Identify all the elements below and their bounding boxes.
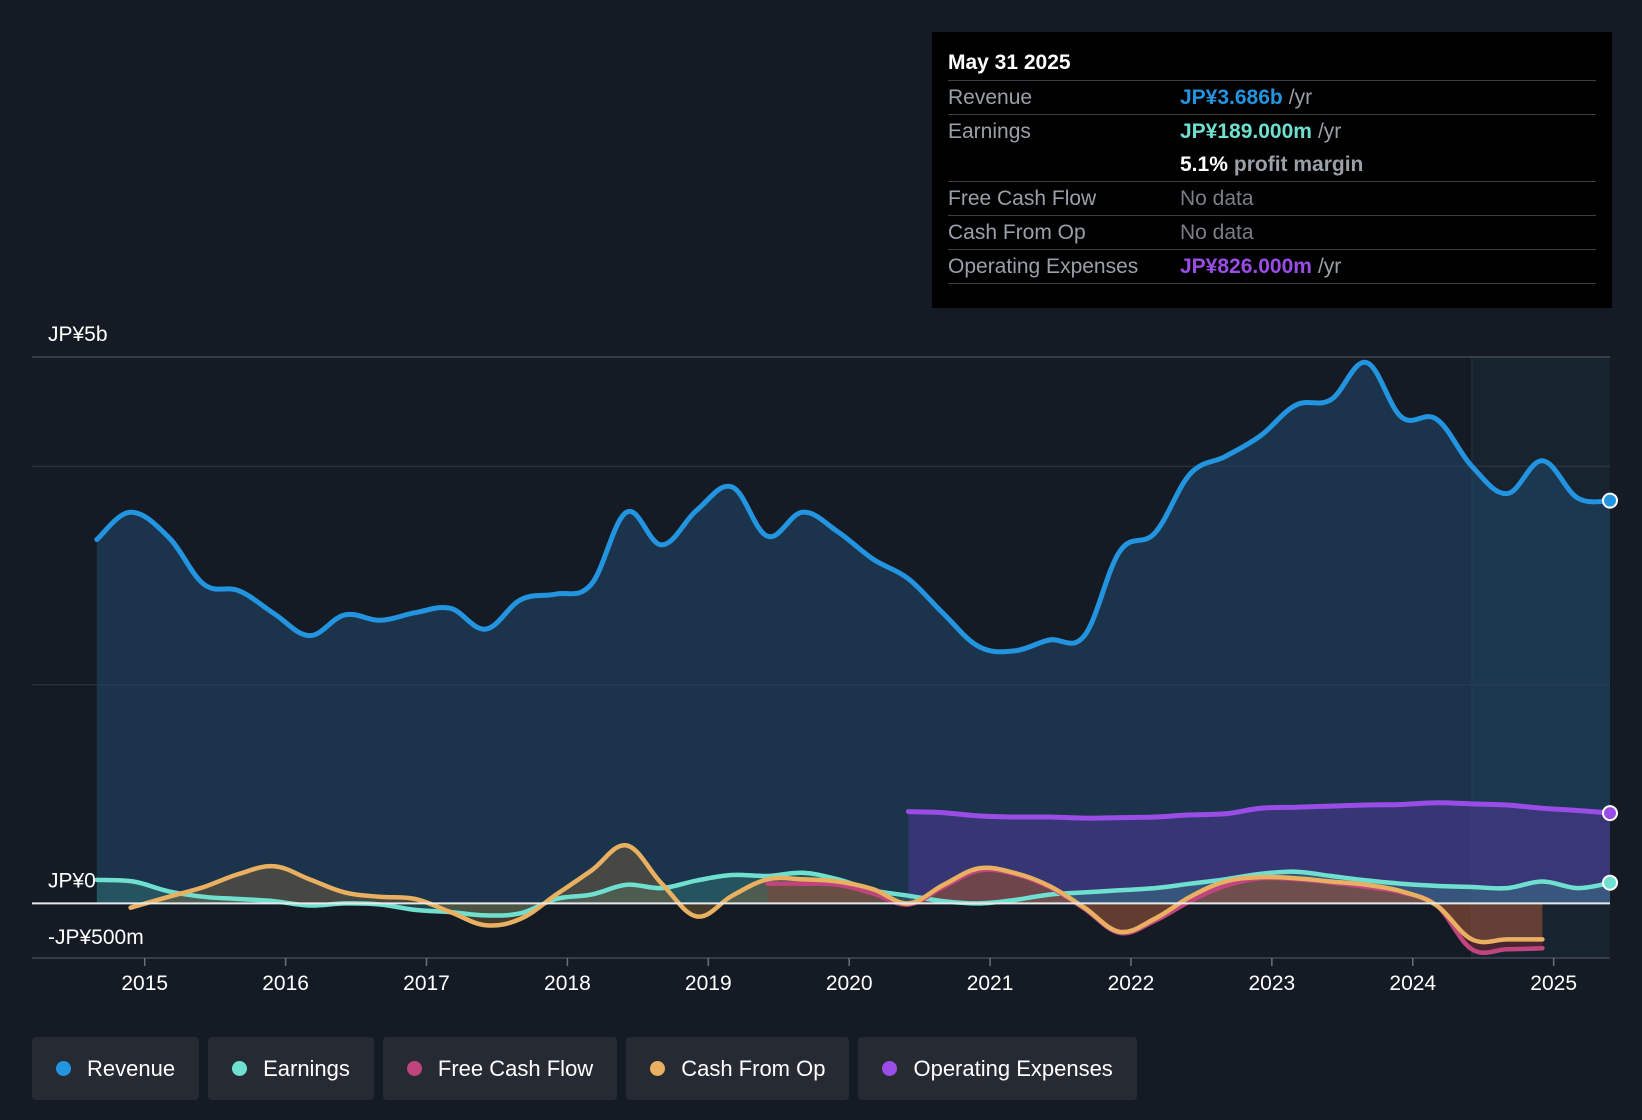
legend-item-opex[interactable]: Operating Expenses — [858, 1037, 1137, 1100]
legend-label: Earnings — [263, 1055, 350, 1081]
legend-item-cfo[interactable]: Cash From Op — [626, 1037, 850, 1100]
revenue-endpoint — [1602, 492, 1618, 509]
x-tick-label: 2023 — [1248, 972, 1295, 995]
y-tick-label: -JP¥500m — [48, 926, 144, 949]
earnings-endpoint — [1602, 874, 1618, 891]
x-axis-labels: 2015 2016 2017 2018 2019 2020 2021 2022 2023 2024… — [121, 972, 1577, 995]
axes — [32, 902, 1610, 966]
opex-endpoint — [1602, 805, 1618, 822]
tooltip-value: No data — [1180, 221, 1254, 244]
series-lines — [94, 359, 1610, 956]
tooltip-value-wrap: JP¥826.000m/yr — [1180, 250, 1341, 283]
tooltip-unit: /yr — [1317, 120, 1342, 143]
x-tick-label: 2016 — [262, 972, 309, 995]
x-tick-label: 2018 — [544, 972, 591, 995]
tooltip-row-opex: Operating Expenses JP¥826.000m/yr — [948, 250, 1596, 284]
legend-label: Revenue — [87, 1055, 176, 1081]
tooltip-row-margin: 5.1% profit margin — [948, 148, 1596, 182]
earnings-dot-icon — [232, 1061, 248, 1076]
y-axis-labels: JP¥5b JP¥0 -JP¥500m — [48, 323, 144, 949]
tooltip-value: JP¥189.000m — [1180, 120, 1312, 143]
series-endpoints — [1602, 492, 1618, 891]
tooltip-label-empty — [948, 148, 1180, 181]
tooltip-label: Revenue — [948, 86, 1033, 109]
legend-label: Cash From Op — [681, 1055, 826, 1081]
opex-line — [905, 800, 1610, 821]
tooltip-panel: May 31 2025 Revenue JP¥3.686b/yr Earning… — [932, 32, 1612, 308]
cfo-area — [130, 845, 1543, 943]
x-tick-label: 2024 — [1389, 972, 1436, 995]
x-tick-label: 2025 — [1530, 972, 1577, 995]
x-tick-label: 2017 — [403, 972, 450, 995]
cfo-dot-icon — [650, 1061, 666, 1076]
revenue-line — [94, 359, 1610, 655]
tooltip-unit: /yr — [1317, 255, 1342, 278]
cfo-line — [128, 843, 1545, 945]
legend-item-revenue[interactable]: Revenue — [32, 1037, 200, 1100]
x-tick-label: 2021 — [967, 972, 1014, 995]
tooltip-row-revenue: Revenue JP¥3.686b/yr — [948, 81, 1596, 115]
tooltip-label: Cash From Op — [948, 221, 1086, 244]
fcf-dot-icon — [406, 1061, 422, 1076]
tooltip-row-fcf: Free Cash Flow No data — [948, 182, 1596, 216]
tooltip-date: May 31 2025 — [948, 46, 1596, 81]
tooltip-value: No data — [1180, 187, 1254, 210]
tooltip-row-earnings: Earnings JP¥189.000m/yr — [948, 115, 1596, 148]
tooltip-unit: /yr — [1288, 86, 1313, 109]
legend-item-fcf[interactable]: Free Cash Flow — [382, 1037, 618, 1100]
tooltip-value-wrap: 5.1% profit margin — [1180, 148, 1363, 181]
legend-label: Operating Expenses — [913, 1055, 1113, 1081]
tooltip-value: JP¥3.686b — [1180, 86, 1283, 109]
opex-dot-icon — [882, 1061, 898, 1076]
tooltip-value: JP¥826.000m — [1180, 255, 1312, 278]
tooltip-label: Free Cash Flow — [948, 187, 1097, 210]
x-tick-label: 2020 — [826, 972, 873, 995]
legend-label: Free Cash Flow — [437, 1055, 594, 1081]
opex-area — [908, 802, 1610, 904]
tooltip-label: Operating Expenses — [948, 255, 1139, 278]
series-fills — [96, 362, 1610, 953]
x-tick-label: 2019 — [685, 972, 732, 995]
tooltip-row-cfo: Cash From Op No data — [948, 216, 1596, 250]
tooltip-label: Earnings — [948, 120, 1031, 143]
x-tick-label: 2015 — [121, 972, 168, 995]
revenue-area — [96, 362, 1610, 904]
legend: Revenue Earnings Free Cash Flow Cash Fro… — [32, 1037, 1137, 1100]
revenue-dot-icon — [56, 1061, 71, 1076]
fcf-area — [767, 869, 1543, 953]
tooltip-unit: profit margin — [1233, 153, 1364, 176]
y-tick-label: JP¥5b — [48, 323, 108, 346]
tooltip-value: 5.1% — [1180, 153, 1228, 176]
x-tick-label: 2022 — [1108, 972, 1155, 995]
tooltip-value-wrap: JP¥189.000m/yr — [1180, 115, 1341, 148]
tooltip-value-wrap: JP¥3.686b/yr — [1180, 81, 1312, 114]
legend-item-earnings[interactable]: Earnings — [208, 1037, 374, 1100]
y-tick-label: JP¥0 — [48, 869, 96, 892]
